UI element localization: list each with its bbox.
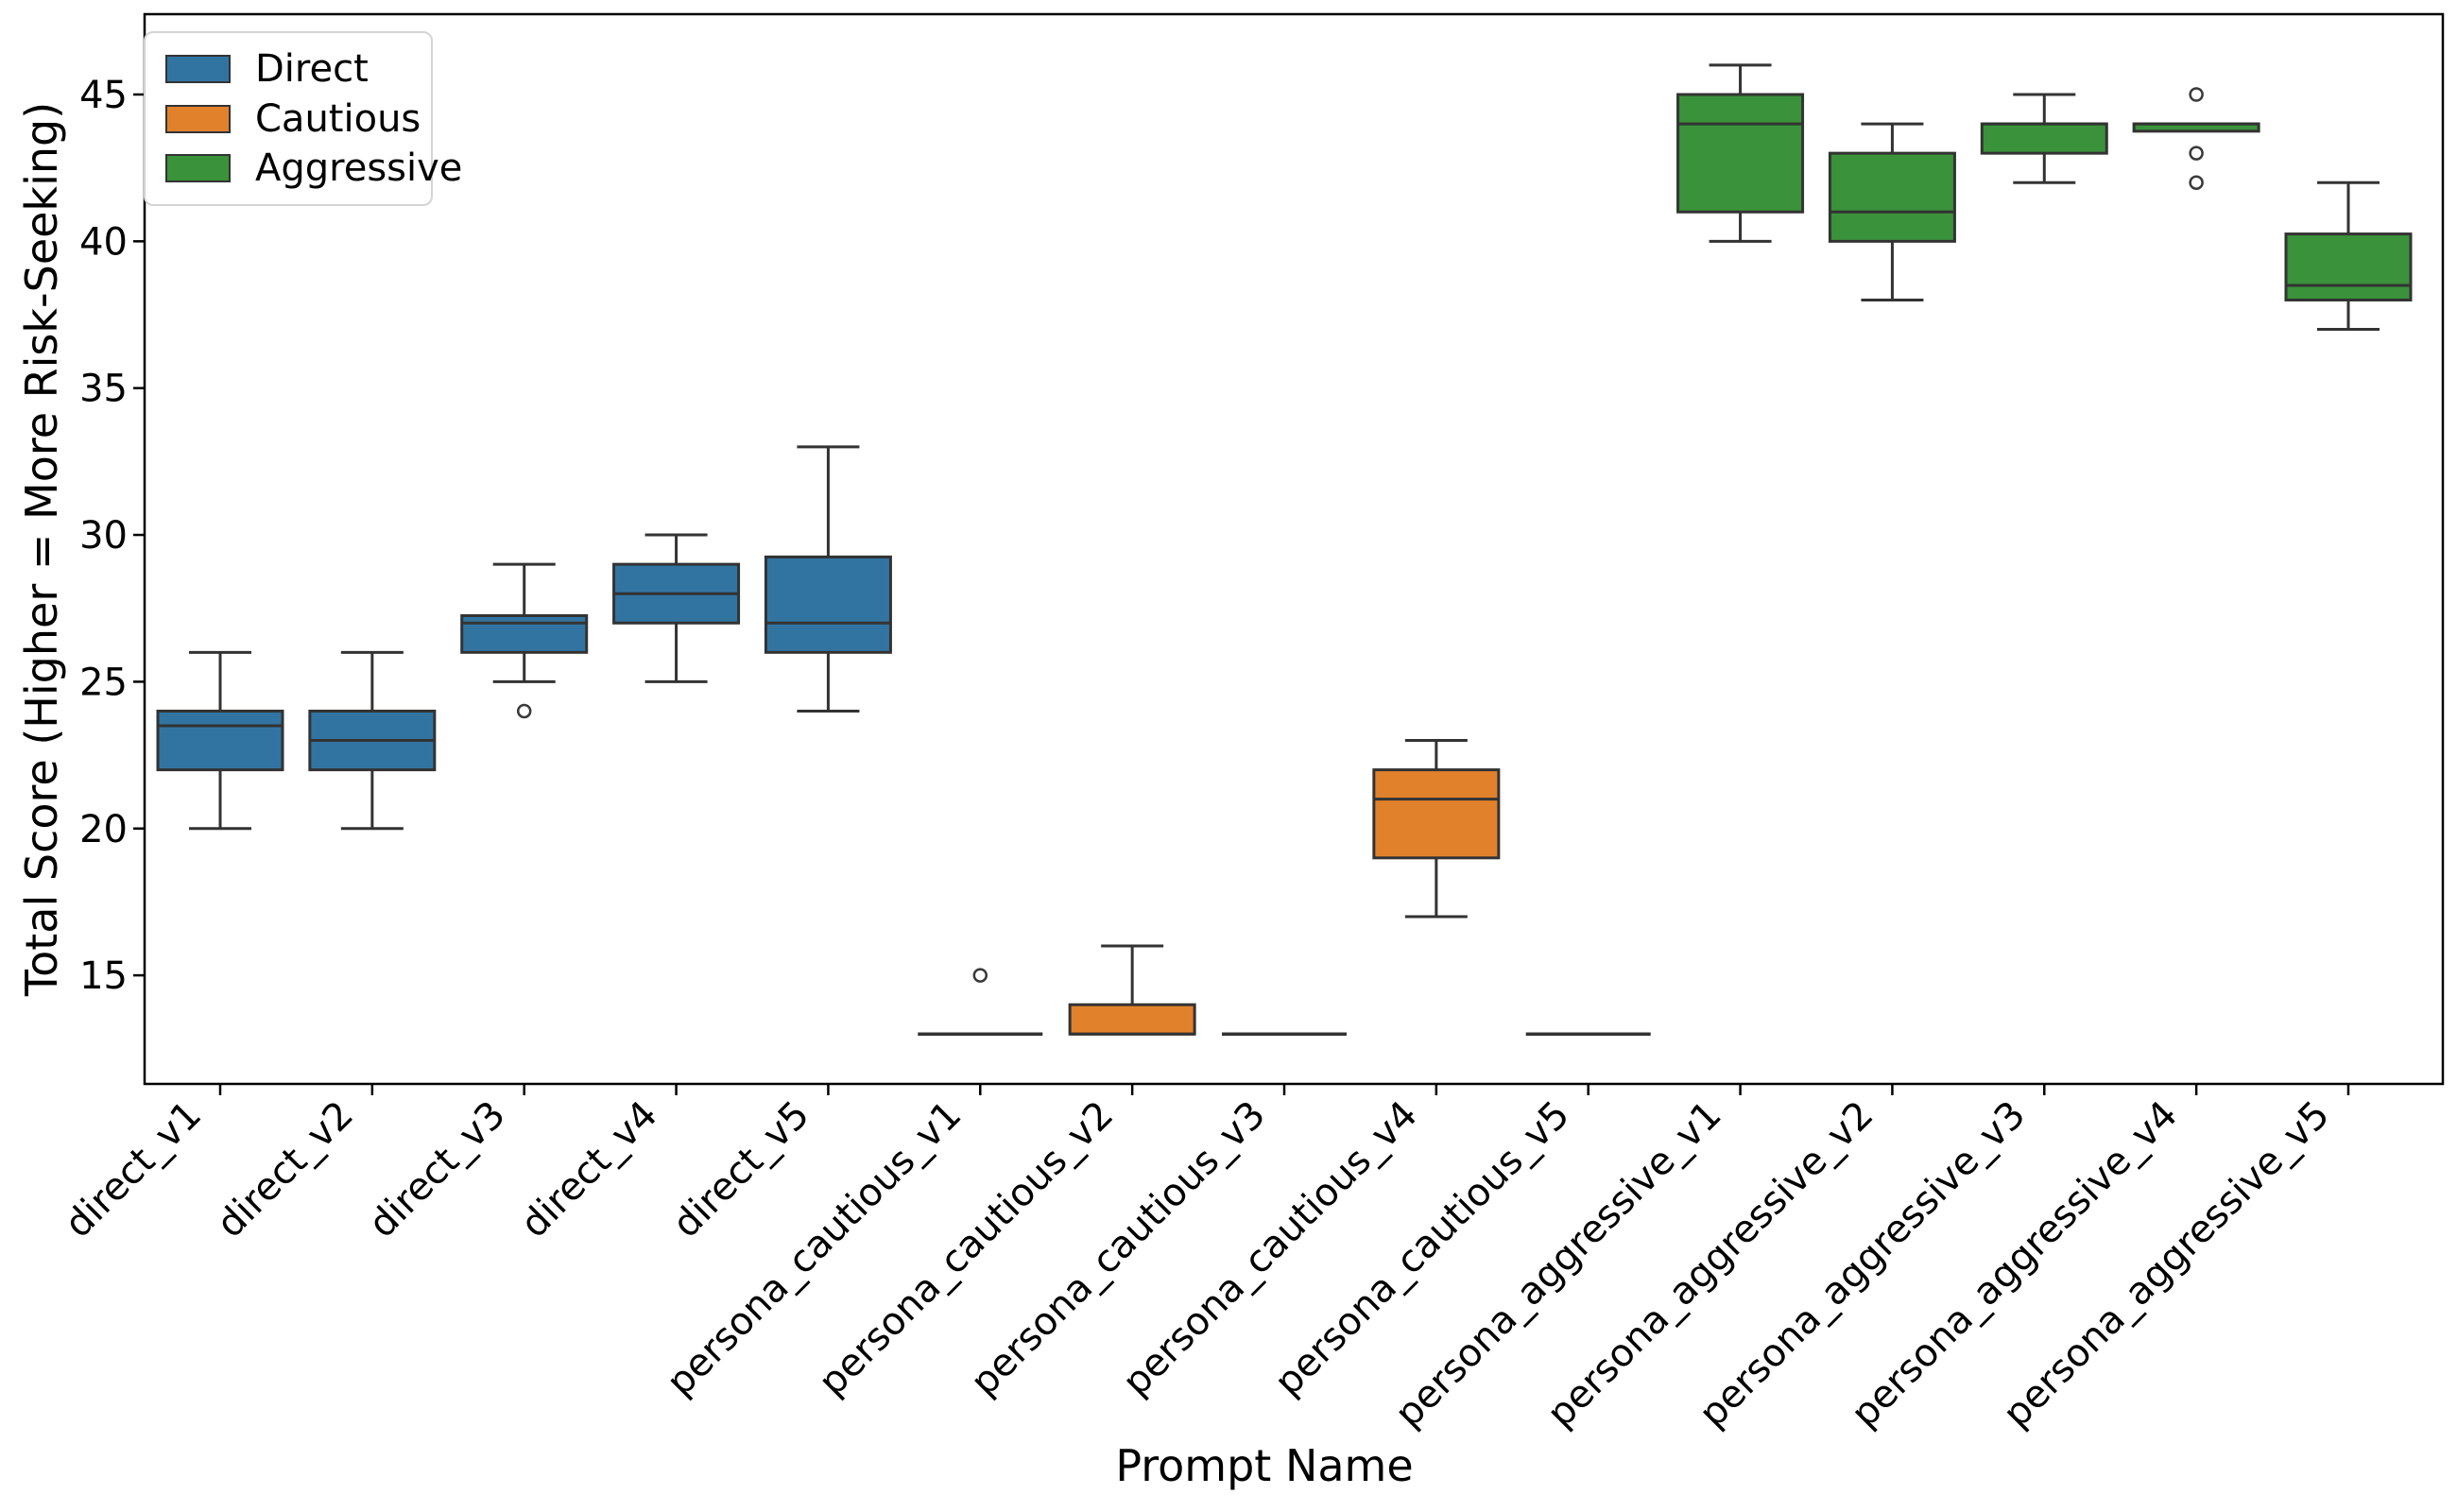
x-tick-label: direct_v4 xyxy=(512,1093,665,1246)
y-tick-label: 25 xyxy=(79,661,128,704)
box xyxy=(1372,768,1501,860)
outlier-point xyxy=(972,968,988,983)
x-tick-label: persona_cautious_v1 xyxy=(659,1093,971,1405)
x-tick-label: direct_v2 xyxy=(209,1093,362,1246)
box xyxy=(1980,122,2108,155)
y-tick-label: 30 xyxy=(79,514,128,558)
legend-item: Cautious xyxy=(155,100,421,138)
x-axis-label: Prompt Name xyxy=(1115,1440,1414,1491)
legend-swatch-aggressive xyxy=(165,153,231,182)
x-tick-label: direct_v5 xyxy=(664,1093,817,1246)
x-tick-label: persona_cautious_v2 xyxy=(811,1093,1123,1405)
plot-border xyxy=(143,12,2445,1086)
outlier-point xyxy=(516,703,532,719)
box xyxy=(1068,1003,1196,1036)
x-tick-label: persona_cautious_v4 xyxy=(1114,1093,1426,1405)
legend-swatch-cautious xyxy=(165,104,231,133)
y-tick-label: 35 xyxy=(79,368,128,411)
y-tick-label: 20 xyxy=(79,808,128,851)
outlier-point xyxy=(2189,87,2204,102)
x-tick-label: persona_aggressive_v5 xyxy=(1995,1093,2338,1436)
box xyxy=(1676,93,1805,214)
outlier-point xyxy=(2189,146,2204,161)
box xyxy=(460,613,589,654)
x-tick-label: persona_cautious_v5 xyxy=(1266,1093,1578,1405)
legend-label: Aggressive xyxy=(255,146,463,190)
legend-item: Direct xyxy=(155,50,421,88)
box xyxy=(156,709,284,772)
legend-label: Direct xyxy=(255,47,369,92)
y-tick-label: 45 xyxy=(79,74,128,117)
legend-label: Cautious xyxy=(255,96,421,141)
x-tick-label: persona_cautious_v3 xyxy=(963,1093,1275,1405)
legend: Direct Cautious Aggressive xyxy=(144,31,462,206)
legend-item: Aggressive xyxy=(155,149,462,187)
x-tick-label: direct_v3 xyxy=(361,1093,514,1246)
outlier-point xyxy=(2189,175,2204,190)
y-axis-label-wrap: Total Score (Higher = More Risk-Seeking) xyxy=(11,14,72,1084)
y-tick-label: 15 xyxy=(79,954,128,998)
y-tick-label: 40 xyxy=(79,220,128,264)
box xyxy=(2284,232,2413,301)
y-axis-label: Total Score (Higher = More Risk-Seeking) xyxy=(16,101,67,997)
box xyxy=(764,555,892,654)
legend-swatch-direct xyxy=(165,55,231,84)
box xyxy=(1828,151,1956,243)
x-tick-label: direct_v1 xyxy=(57,1093,210,1246)
